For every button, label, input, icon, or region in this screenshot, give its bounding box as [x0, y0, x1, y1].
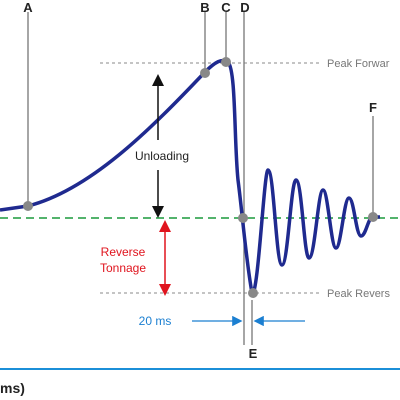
reverse-label: Reverse	[101, 245, 146, 259]
interval-label: 20 ms	[139, 314, 172, 328]
marker-points	[23, 57, 378, 298]
peak-forward-label: Peak Forwar	[327, 58, 390, 70]
marker-label: B	[200, 0, 209, 15]
unloading-label: Unloading	[135, 149, 189, 163]
marker-lines	[27, 12, 374, 345]
marker-label: F	[369, 100, 377, 115]
marker-label: A	[23, 0, 33, 15]
tonnage-curve	[0, 58, 380, 295]
tonnage-label: Tonnage	[100, 261, 146, 275]
peak-reverse-label: Peak Revers	[327, 288, 390, 300]
marker-label: C	[221, 0, 231, 15]
marker-label: E	[249, 346, 258, 361]
footer-text: ms)	[0, 380, 25, 396]
marker-label: D	[240, 0, 249, 15]
